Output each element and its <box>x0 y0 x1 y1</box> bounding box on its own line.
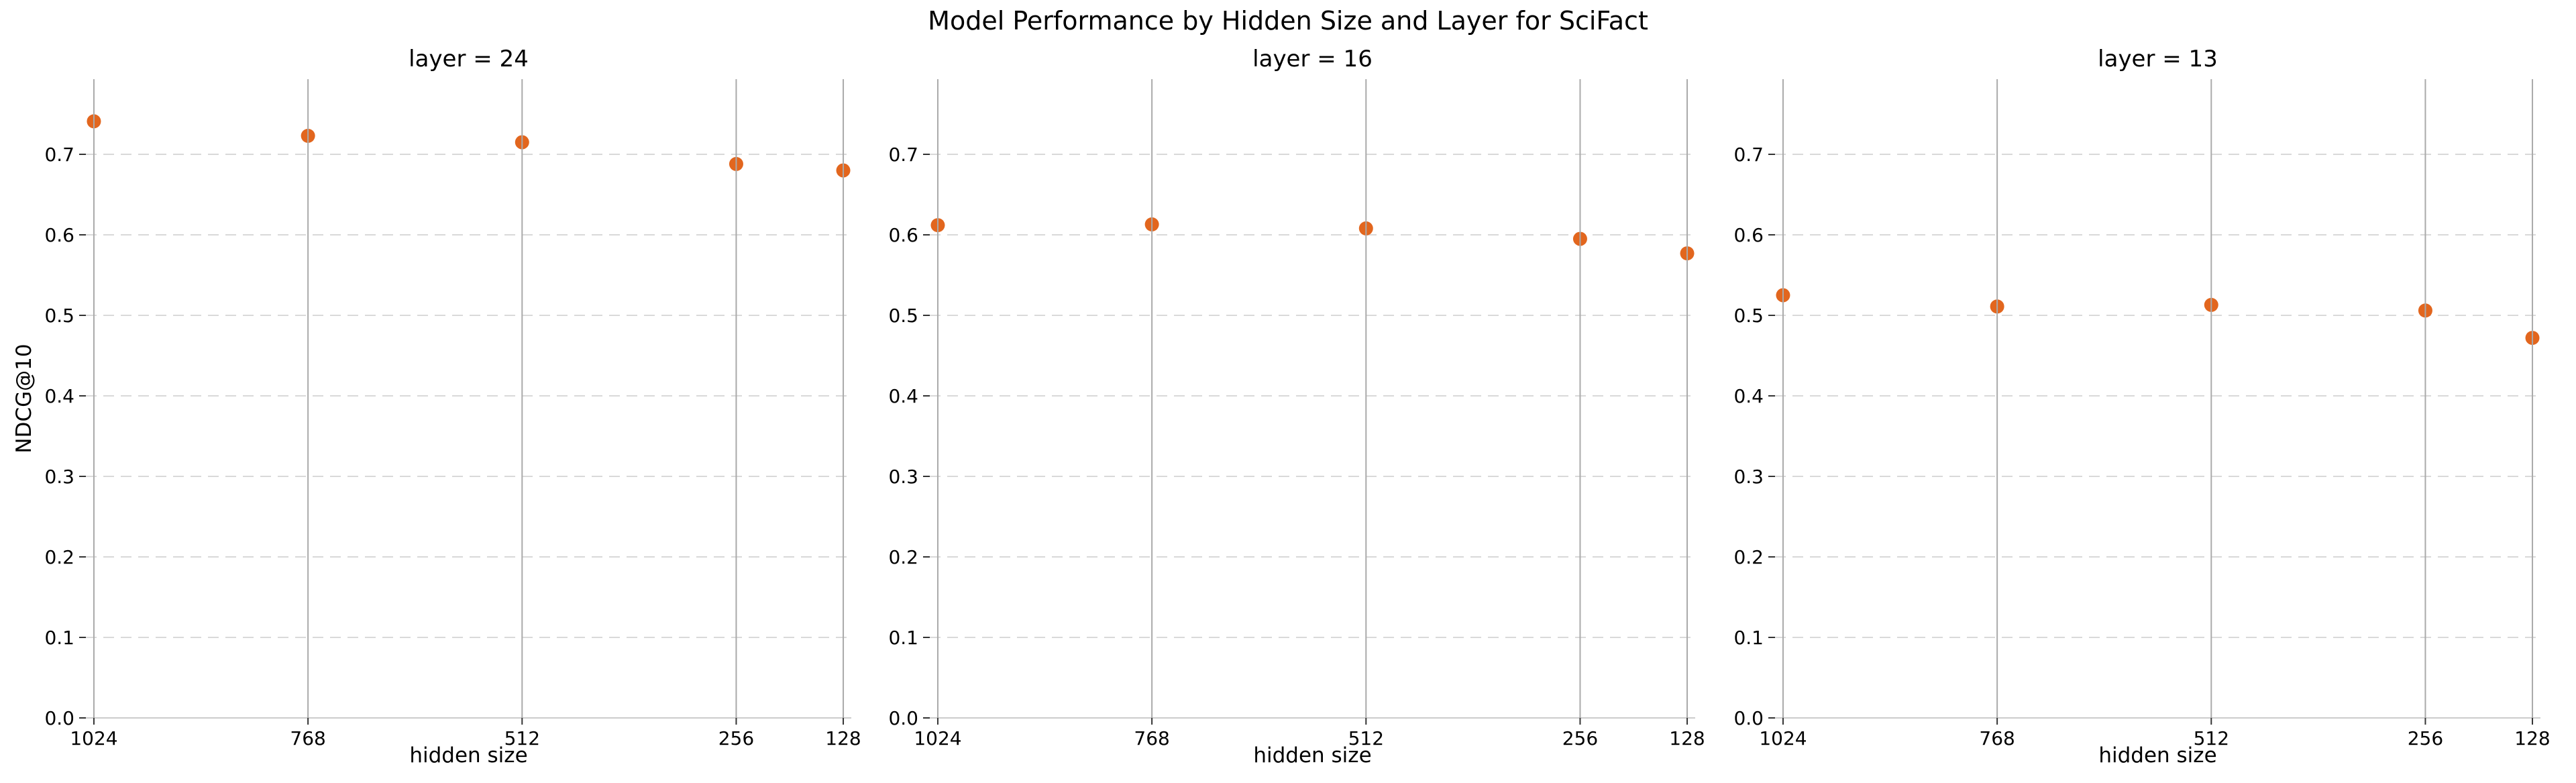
y-tick-label: 0.0 <box>1733 707 1764 729</box>
x-tick-label: 512 <box>2194 727 2229 749</box>
x-tick-label: 768 <box>290 727 325 749</box>
x-tick-label: 512 <box>1348 727 1384 749</box>
y-tick-label: 0.3 <box>1733 466 1764 488</box>
x-tick-label: 256 <box>2408 727 2443 749</box>
y-axis-label: NDCG@10 <box>12 344 36 454</box>
facet-title-layer-13: layer = 13 <box>2098 46 2218 72</box>
x-tick-label: 1024 <box>1759 727 1807 749</box>
facet-title-layer-24: layer = 24 <box>409 46 529 72</box>
x-axis-label-2: hidden size <box>1253 743 1372 768</box>
y-tick-label: 0.0 <box>888 707 918 729</box>
x-tick-label: 256 <box>1562 727 1598 749</box>
y-tick-label: 0.6 <box>888 224 918 246</box>
x-tick-label: 1024 <box>914 727 961 749</box>
subplot-layer-16: 1024 768 512 256 128 0.0 0.1 0.2 0.3 0.4 0.5 0.6 0.7 <box>888 79 1705 749</box>
x-tick-label: 1024 <box>70 727 117 749</box>
y-tick-label: 0.0 <box>44 707 74 729</box>
y-tick-label: 0.6 <box>44 224 74 246</box>
y-tick-label: 0.1 <box>1733 627 1764 649</box>
y-tick-label: 0.3 <box>44 466 74 488</box>
x-axis-label-1: hidden size <box>409 743 528 768</box>
x-tick-label: 128 <box>825 727 861 749</box>
x-tick-label: 768 <box>1134 727 1169 749</box>
x-tick-label: 128 <box>2514 727 2550 749</box>
subplot-layer-13: 1024 768 512 256 128 0.0 0.1 0.2 0.3 0.4 0.5 0.6 0.7 <box>1733 79 2551 749</box>
y-tick-label: 0.5 <box>44 305 74 327</box>
facet-title-layer-16: layer = 16 <box>1252 46 1373 72</box>
y-tick-label: 0.4 <box>1733 385 1764 407</box>
y-tick-label: 0.7 <box>888 144 918 166</box>
chart-title: Model Performance by Hidden Size and Lay… <box>928 6 1648 36</box>
y-tick-label: 0.2 <box>1733 546 1764 568</box>
y-tick-label: 0.4 <box>44 385 74 407</box>
y-tick-label: 0.3 <box>888 466 918 488</box>
y-tick-label: 0.7 <box>1733 144 1764 166</box>
x-tick-label: 256 <box>718 727 754 749</box>
y-tick-label: 0.6 <box>1733 224 1764 246</box>
subplot-layer-24: 1024 768 512 256 128 0.0 0.1 0.2 0.3 0.4 0.5 0.6 0.7 <box>44 79 861 749</box>
y-tick-label: 0.1 <box>44 627 74 649</box>
x-tick-label: 512 <box>504 727 540 749</box>
y-tick-label: 0.5 <box>1733 305 1764 327</box>
x-tick-label: 768 <box>1979 727 2015 749</box>
y-tick-label: 0.5 <box>888 305 918 327</box>
y-tick-label: 0.2 <box>888 546 918 568</box>
y-tick-label: 0.2 <box>44 546 74 568</box>
y-tick-label: 0.1 <box>888 627 918 649</box>
y-tick-label: 0.7 <box>44 144 74 166</box>
x-tick-label: 128 <box>1669 727 1705 749</box>
x-axis-label-3: hidden size <box>2098 743 2217 768</box>
y-tick-label: 0.4 <box>888 385 918 407</box>
